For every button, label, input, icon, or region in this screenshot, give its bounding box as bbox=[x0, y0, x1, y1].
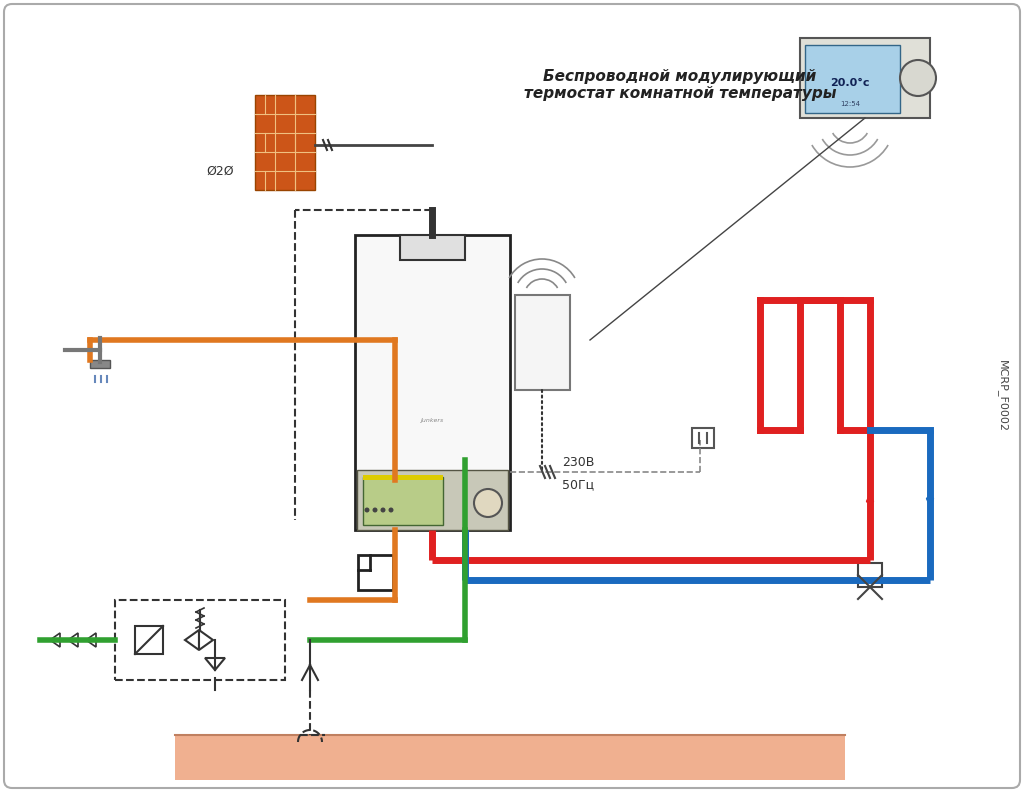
Text: 12:54: 12:54 bbox=[840, 101, 860, 107]
Polygon shape bbox=[199, 630, 213, 650]
Bar bbox=[90, 360, 110, 368]
Bar bbox=[135, 626, 163, 654]
Circle shape bbox=[365, 508, 370, 512]
FancyBboxPatch shape bbox=[4, 4, 1020, 788]
Bar bbox=[357, 470, 508, 530]
Bar bbox=[115, 600, 285, 680]
Text: MCRP_F0002: MCRP_F0002 bbox=[996, 360, 1008, 432]
Circle shape bbox=[373, 508, 378, 512]
Polygon shape bbox=[205, 658, 225, 670]
Bar bbox=[362, 477, 443, 525]
Bar bbox=[805, 45, 900, 113]
Text: 20.0°c: 20.0°c bbox=[830, 78, 869, 88]
Circle shape bbox=[388, 508, 393, 512]
Circle shape bbox=[381, 508, 385, 512]
Bar bbox=[255, 95, 315, 190]
Text: 230В: 230В bbox=[562, 455, 594, 469]
Bar bbox=[362, 475, 443, 480]
Text: 50Гц: 50Гц bbox=[562, 478, 594, 492]
Text: Junkers: Junkers bbox=[421, 417, 443, 422]
Bar bbox=[355, 235, 510, 530]
Bar bbox=[692, 428, 714, 448]
Circle shape bbox=[900, 60, 936, 96]
Polygon shape bbox=[185, 630, 199, 650]
Text: Ø2Ø: Ø2Ø bbox=[206, 165, 233, 178]
Bar bbox=[400, 235, 465, 260]
Text: Беспроводной модулирующий
термостат комнатной температуры: Беспроводной модулирующий термостат комн… bbox=[523, 69, 837, 101]
Bar bbox=[858, 563, 882, 587]
Bar bbox=[515, 295, 570, 390]
Bar bbox=[358, 555, 393, 590]
Circle shape bbox=[474, 489, 502, 517]
Bar bbox=[175, 735, 845, 780]
Bar bbox=[800, 38, 930, 118]
